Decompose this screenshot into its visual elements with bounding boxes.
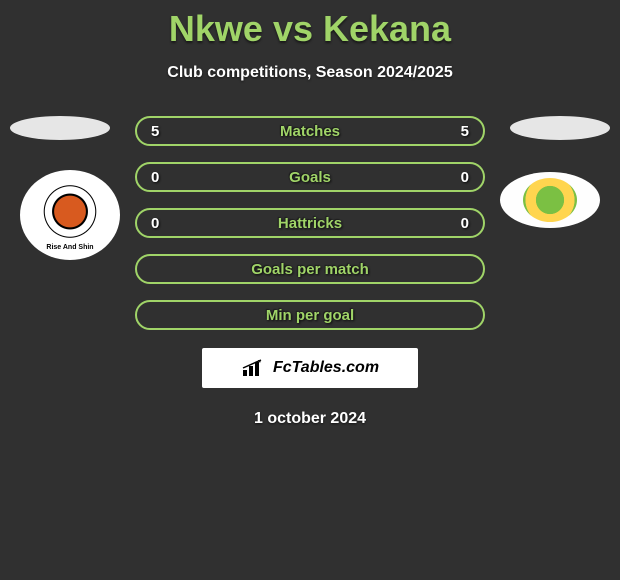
brand-text: FcTables.com (273, 359, 379, 377)
stat-row-goals-per-match: Goals per match (135, 254, 485, 284)
stat-value-left: 5 (151, 123, 159, 140)
stat-row-goals: 0 Goals 0 (135, 162, 485, 192)
stat-row-min-per-goal: Min per goal (135, 300, 485, 330)
stat-label: Matches (280, 123, 340, 140)
footer-date: 1 october 2024 (0, 410, 620, 428)
bar-chart-icon (241, 358, 269, 378)
stat-label: Hattricks (278, 215, 342, 232)
stat-row-hattricks: 0 Hattricks 0 (135, 208, 485, 238)
stat-value-left: 0 (151, 215, 159, 232)
club-crest-left: Rise And Shin (35, 180, 105, 250)
stat-label: Goals per match (251, 261, 369, 278)
comparison-content: Rise And Shin 5 Matches 5 0 Goals 0 0 Ha… (0, 116, 620, 428)
brand-link[interactable]: FcTables.com (202, 348, 418, 388)
stat-value-left: 0 (151, 169, 159, 186)
page-title: Nkwe vs Kekana (0, 0, 620, 50)
stat-value-right: 0 (461, 215, 469, 232)
club-motto-left: Rise And Shin (42, 243, 97, 252)
player-avatar-left (10, 116, 110, 140)
stats-rows: 5 Matches 5 0 Goals 0 0 Hattricks 0 Goal… (135, 116, 485, 330)
stat-row-matches: 5 Matches 5 (135, 116, 485, 146)
player-avatar-right (510, 116, 610, 140)
stat-value-right: 5 (461, 123, 469, 140)
stat-label: Goals (289, 169, 331, 186)
club-crest-right (523, 178, 577, 222)
stat-value-right: 0 (461, 169, 469, 186)
subtitle: Club competitions, Season 2024/2025 (0, 64, 620, 82)
club-badge-left: Rise And Shin (20, 170, 120, 260)
club-badge-right (500, 172, 600, 228)
stat-label: Min per goal (266, 307, 354, 324)
